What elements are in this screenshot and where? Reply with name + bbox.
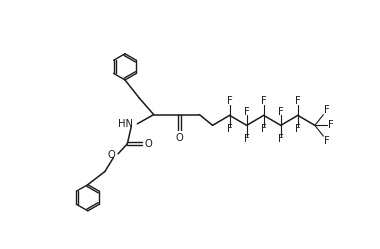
Text: O: O xyxy=(144,139,152,149)
Text: O: O xyxy=(107,150,115,160)
Text: F: F xyxy=(325,136,330,146)
Text: HN: HN xyxy=(118,119,133,129)
Text: F: F xyxy=(244,107,250,117)
Text: F: F xyxy=(244,134,250,144)
Text: F: F xyxy=(227,97,233,107)
Text: O: O xyxy=(176,133,183,143)
Text: F: F xyxy=(278,134,283,144)
Text: F: F xyxy=(295,124,301,134)
Text: F: F xyxy=(295,97,301,107)
Text: F: F xyxy=(261,97,267,107)
Text: F: F xyxy=(278,107,283,117)
Text: F: F xyxy=(261,124,267,134)
Text: F: F xyxy=(227,124,233,134)
Text: F: F xyxy=(325,105,330,115)
Text: F: F xyxy=(328,120,334,130)
